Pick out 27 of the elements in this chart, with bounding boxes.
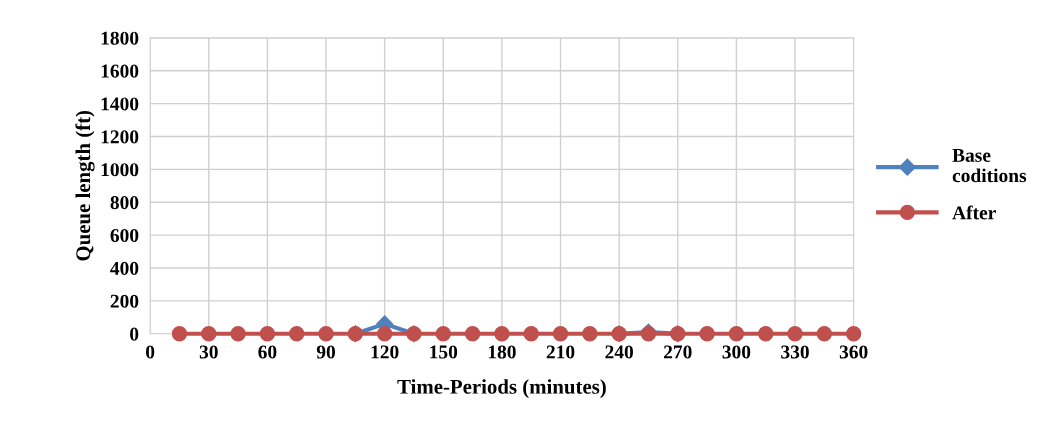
y-tick-label: 600 (110, 228, 139, 243)
y-tick-label: 400 (110, 261, 139, 275)
x-tick-label: 360 (839, 345, 868, 359)
x-tick-label: 120 (371, 345, 399, 359)
x-axis-title: Time-Periods (minutes) (397, 379, 606, 399)
x-tick-label: 90 (316, 345, 336, 359)
y-tick-label: 1400 (101, 97, 139, 111)
y-tick-label: 1800 (101, 31, 139, 45)
y-tick-label: 200 (110, 294, 139, 308)
x-tick-label: 270 (664, 345, 692, 359)
x-tick-label: 300 (722, 345, 751, 359)
x-tick-label: 0 (146, 345, 155, 359)
y-tick-label: 0 (130, 327, 139, 341)
x-tick-label: 150 (430, 345, 458, 359)
x-tick-label: 60 (258, 345, 277, 359)
y-axis-title: Queue length (ft) (75, 110, 95, 261)
x-tick-label: 180 (488, 345, 516, 359)
x-tick-label: 330 (781, 345, 809, 359)
y-tick-label: 800 (110, 196, 139, 210)
x-tick-label: 30 (199, 345, 218, 359)
y-tick-label: 1200 (101, 130, 139, 144)
legend-label: Base coditions (952, 148, 1027, 183)
x-tick-label: 240 (605, 345, 633, 359)
y-tick-label: 1600 (101, 64, 139, 78)
x-tick-label: 210 (546, 345, 575, 359)
y-tick-label: 1000 (101, 163, 139, 177)
legend-label: After (952, 205, 996, 220)
